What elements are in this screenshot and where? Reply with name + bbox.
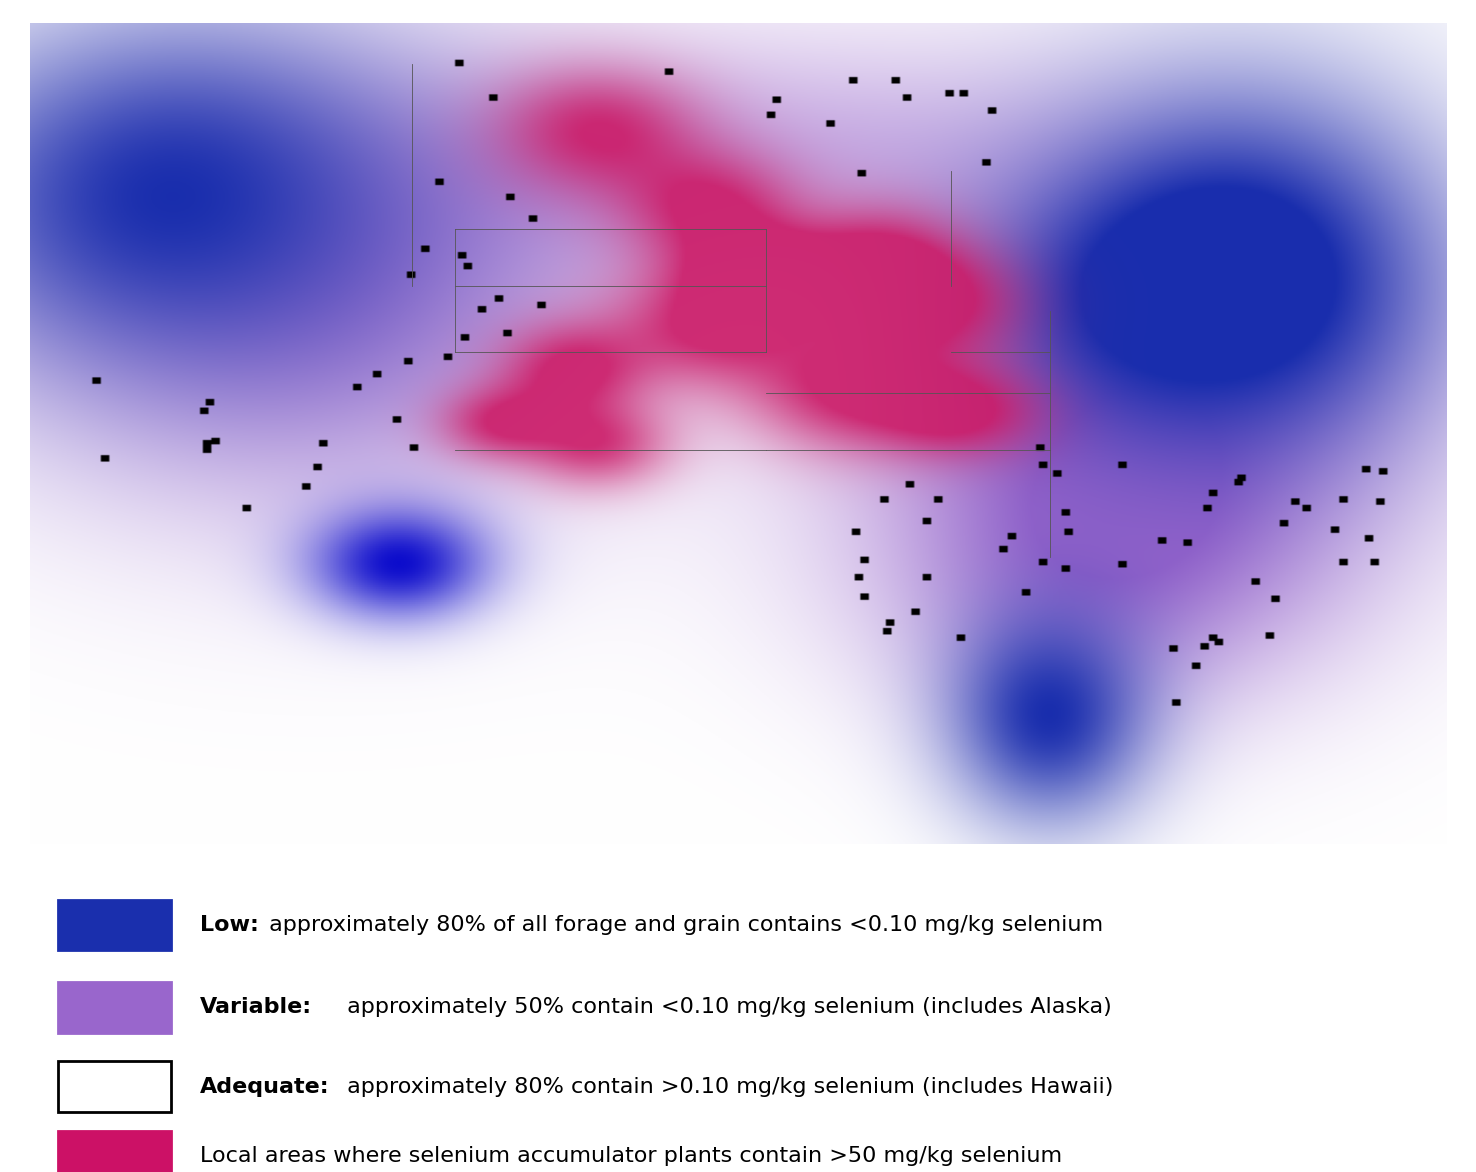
Text: Local areas where selenium accumulator plants contain >50 mg/kg selenium: Local areas where selenium accumulator p… bbox=[199, 1146, 1061, 1166]
FancyBboxPatch shape bbox=[58, 1062, 171, 1112]
Text: approximately 80% of all forage and grain contains <0.10 mg/kg selenium: approximately 80% of all forage and grai… bbox=[261, 915, 1103, 935]
Text: Variable:: Variable: bbox=[199, 997, 311, 1017]
FancyBboxPatch shape bbox=[58, 1131, 171, 1172]
FancyBboxPatch shape bbox=[58, 900, 171, 950]
Text: approximately 50% contain <0.10 mg/kg selenium (includes Alaska): approximately 50% contain <0.10 mg/kg se… bbox=[339, 997, 1111, 1017]
FancyBboxPatch shape bbox=[58, 982, 171, 1033]
Text: Adequate:: Adequate: bbox=[199, 1077, 329, 1097]
Text: Low:: Low: bbox=[199, 915, 258, 935]
Text: approximately 80% contain >0.10 mg/kg selenium (includes Hawaii): approximately 80% contain >0.10 mg/kg se… bbox=[339, 1077, 1113, 1097]
